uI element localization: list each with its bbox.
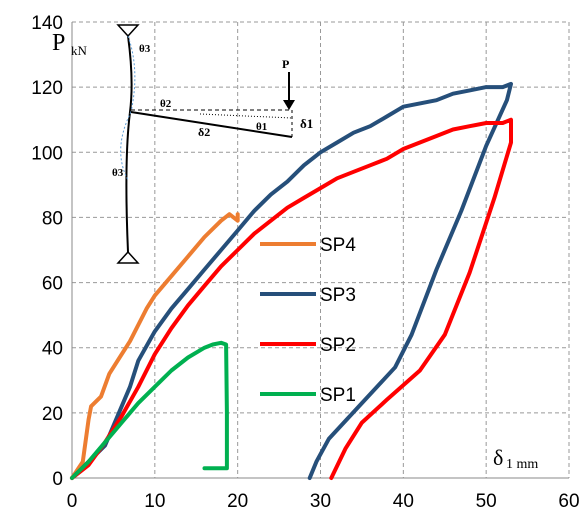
legend-label-sp3: SP3 [320,285,356,306]
theta3-bottom-label: θ3 [112,167,124,179]
x-axis-label: δ 1 mm [493,445,538,472]
column-rotation-top [127,35,136,113]
grid-lines [72,21,570,478]
y-tick-label: 0 [52,469,63,490]
column-rotation-bottom [120,111,132,181]
x-tick-label: 0 [67,491,78,512]
x-axis-label-main: δ [493,445,503,470]
load-arrow-icon [283,100,295,110]
y-tick-label: 120 [31,78,63,99]
legend-label-sp2: SP2 [320,335,356,356]
y-tick-label: 40 [42,339,63,360]
bottom-support-icon [116,250,140,264]
series-sp1-line [70,340,229,480]
delta2-label: δ2 [198,125,210,139]
x-tick-label: 50 [476,491,497,512]
x-tick-label: 10 [144,491,165,512]
y-axis-label-main: P [52,30,65,56]
beam-chord-line [199,113,293,119]
x-tick-label: 60 [558,491,579,512]
x-tick-label: 30 [310,491,331,512]
chart-axes: 0 10 20 30 40 50 60 0 20 40 60 80 100 120 140 [31,13,579,512]
y-tick-label: 20 [42,404,63,425]
theta2-label: θ2 [160,98,172,110]
beam-line [130,111,293,138]
x-axis-label-unit: 1 mm [506,457,538,472]
series-layer [70,81,513,480]
theta3-top-label: θ3 [139,43,151,55]
y-tick-label: 140 [31,13,63,34]
legend: SP4 SP3 SP2 SP1 [260,235,356,406]
inset-diagram: θ3 θ3 θ2 θ1 δ2 δ1 P [112,24,313,264]
y-axis-label-unit: kN [71,43,88,58]
delta1-label: δ1 [300,116,313,131]
y-tick-label: 60 [42,274,63,295]
series-sp3-line [70,81,513,480]
load-label: P [282,57,289,71]
legend-label-sp1: SP1 [320,385,356,406]
series-sp4-line [70,212,240,480]
y-tick-label: 100 [31,143,63,164]
series-sp2-line [70,117,513,480]
theta1-label: θ1 [256,121,267,133]
column-line [125,35,133,253]
y-tick-label: 80 [42,208,63,229]
x-tick-label: 20 [227,491,248,512]
legend-label-sp4: SP4 [320,235,356,256]
x-tick-label: 40 [393,491,414,512]
top-support-icon [116,24,140,38]
y-axis-label: P kN [52,30,88,58]
